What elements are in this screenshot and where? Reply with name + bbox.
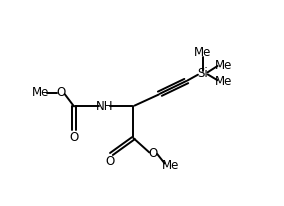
- Text: Me: Me: [32, 87, 50, 99]
- Text: Me: Me: [162, 159, 179, 172]
- Text: Me: Me: [194, 46, 212, 59]
- Text: O: O: [69, 131, 79, 144]
- Text: Me: Me: [215, 59, 232, 72]
- Text: O: O: [149, 147, 158, 160]
- Text: O: O: [106, 155, 115, 168]
- Text: NH: NH: [96, 100, 114, 113]
- Text: O: O: [56, 87, 65, 99]
- Text: Me: Me: [215, 75, 232, 88]
- Text: Si: Si: [197, 67, 208, 80]
